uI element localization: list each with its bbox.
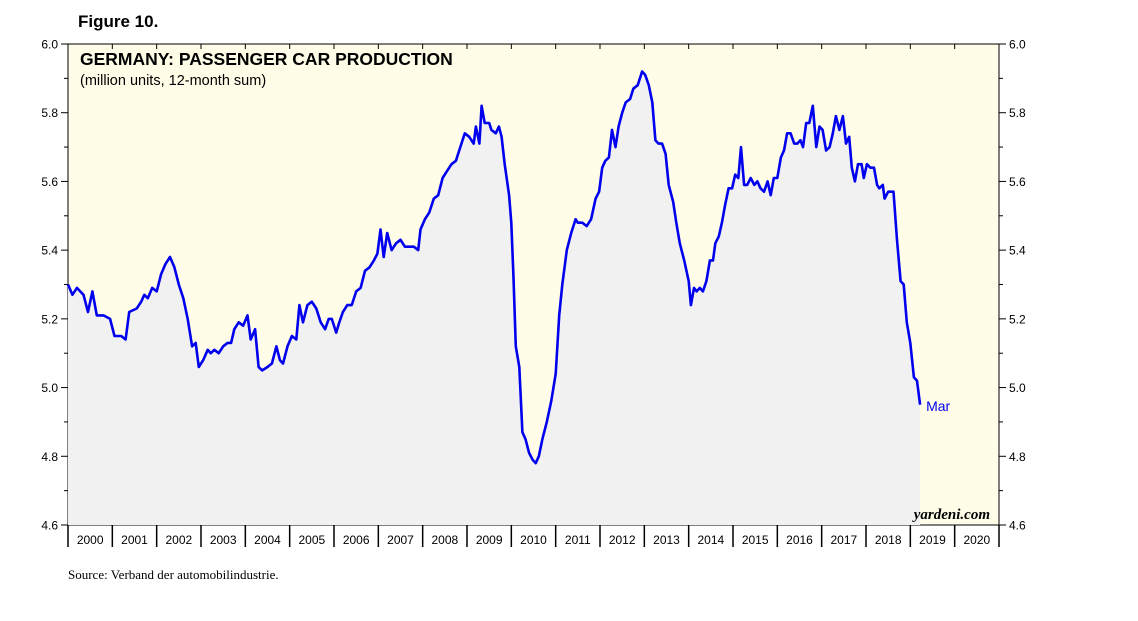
x-year-label: 2017 xyxy=(830,533,857,547)
x-year-label: 2005 xyxy=(298,533,325,547)
x-year-label: 2009 xyxy=(476,533,503,547)
y-tick-label: 5.0 xyxy=(41,381,58,395)
x-year-label: 2008 xyxy=(431,533,458,547)
y-tick-label: 4.8 xyxy=(41,450,58,464)
x-year-label: 2014 xyxy=(697,533,724,547)
x-axis-year-labels: 2000 2001 2002 2003 2004 2005 2006 2007 2008 2009… xyxy=(77,533,991,547)
source-note: Source: Verband der automobilindustrie. xyxy=(68,567,279,582)
x-year-label: 2006 xyxy=(343,533,370,547)
y-axis-left: 4.6 4.8 5.0 5.2 5.4 5.6 5.8 6.0 xyxy=(41,38,68,533)
y-tick-label: 5.2 xyxy=(41,312,58,326)
y-tick-label: 6.0 xyxy=(41,38,58,52)
x-year-label: 2007 xyxy=(387,533,414,547)
x-year-label: 2013 xyxy=(653,533,680,547)
x-year-label: 2011 xyxy=(565,533,591,547)
x-year-label: 2020 xyxy=(963,533,990,547)
x-year-label: 2003 xyxy=(210,533,237,547)
y-axis-right: 4.6 4.8 5.0 5.2 5.4 5.6 5.8 6.0 xyxy=(999,38,1026,533)
y-tick-label: 5.8 xyxy=(1009,106,1026,120)
y-tick-label: 4.6 xyxy=(41,519,58,533)
chart-subtitle: (million units, 12-month sum) xyxy=(80,73,266,89)
x-year-label: 2000 xyxy=(77,533,104,547)
y-tick-label: 5.8 xyxy=(41,106,58,120)
y-tick-label: 5.0 xyxy=(1009,381,1026,395)
y-tick-label: 5.4 xyxy=(1009,244,1026,258)
x-axis-ticks xyxy=(67,44,1000,547)
y-tick-label: 5.4 xyxy=(41,244,58,258)
watermark: yardeni.com xyxy=(912,507,990,523)
chart-title: GERMANY: PASSENGER CAR PRODUCTION xyxy=(80,49,453,69)
y-tick-label: 4.6 xyxy=(1009,519,1026,533)
series-area-fill xyxy=(68,71,921,525)
x-year-label: 2015 xyxy=(742,533,769,547)
x-year-label: 2016 xyxy=(786,533,813,547)
x-year-label: 2018 xyxy=(875,533,902,547)
y-tick-label: 5.6 xyxy=(41,175,58,189)
x-year-label: 2019 xyxy=(919,533,946,547)
y-tick-label: 6.0 xyxy=(1009,38,1026,52)
last-point-label: Mar xyxy=(926,398,950,414)
y-tick-label: 5.2 xyxy=(1009,312,1026,326)
figure-label: Figure 10. xyxy=(78,12,159,31)
x-year-label: 2004 xyxy=(254,533,281,547)
y-tick-label: 4.8 xyxy=(1009,450,1026,464)
x-year-label: 2012 xyxy=(609,533,636,547)
y-tick-label: 5.6 xyxy=(1009,175,1026,189)
x-year-label: 2002 xyxy=(165,533,192,547)
x-year-label: 2010 xyxy=(520,533,547,547)
x-year-label: 2001 xyxy=(121,533,148,547)
series-line xyxy=(66,70,922,465)
